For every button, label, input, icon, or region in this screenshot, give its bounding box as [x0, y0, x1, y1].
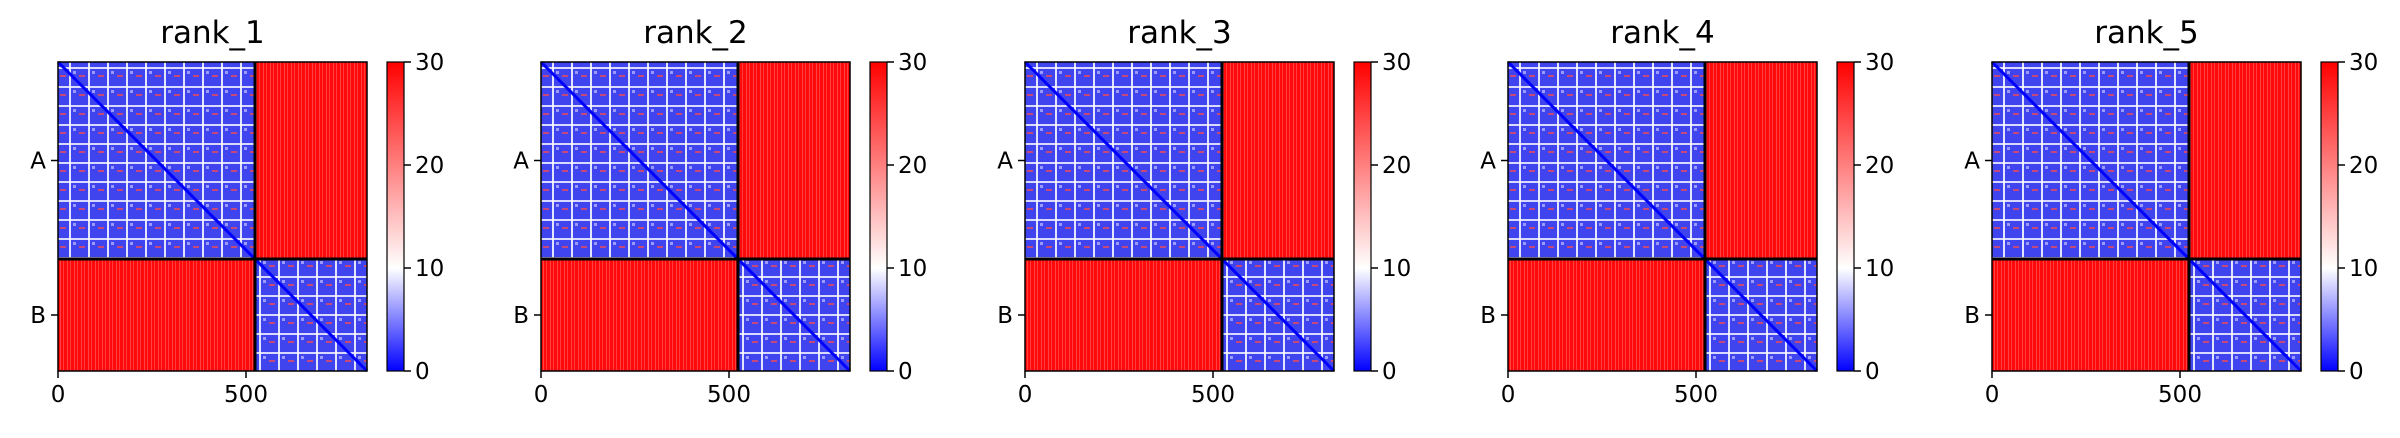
panel-4: rank_4 A B 0 500 0 10 20 — [1480, 15, 1894, 408]
heatmap-bl-block — [1508, 259, 1705, 371]
panel-title: rank_2 — [643, 15, 748, 51]
heatmap-bl-block — [58, 259, 255, 371]
colorbar-label-20: 20 — [1382, 153, 1411, 179]
heatmap-frame — [1991, 61, 2302, 372]
heatmap-bl-block — [541, 259, 738, 371]
y-tick-label-a: A — [513, 149, 529, 175]
heatmap-bl-block — [1025, 259, 1222, 371]
x-tick-label-0: 0 — [534, 382, 549, 408]
colorbar-label-0: 0 — [1865, 359, 1880, 385]
colorbar — [1353, 61, 1372, 372]
x-tick-label-500: 500 — [2158, 382, 2202, 408]
y-tick-label-a: A — [30, 149, 46, 175]
diagonal-line — [1506, 60, 1819, 373]
colorbar-label-30: 30 — [2349, 50, 2378, 76]
y-tick-label-b: B — [997, 303, 1013, 329]
colorbar-label-20: 20 — [2349, 153, 2378, 179]
y-tick-label-b: B — [30, 303, 46, 329]
panel-title: rank_5 — [2094, 15, 2199, 51]
colorbar-label-30: 30 — [1382, 50, 1411, 76]
heatmap-tr-block — [2189, 62, 2301, 259]
colorbar-label-0: 0 — [898, 359, 913, 385]
panel-3: rank_3 A B 0 500 0 10 20 — [997, 15, 1411, 408]
y-tick-label-b: B — [513, 303, 529, 329]
colorbar-label-30: 30 — [898, 50, 927, 76]
colorbar-label-20: 20 — [415, 153, 444, 179]
colorbar — [386, 61, 405, 372]
colorbar-label-10: 10 — [1382, 256, 1411, 282]
colorbar-label-10: 10 — [415, 256, 444, 282]
colorbar-label-10: 10 — [898, 256, 927, 282]
panel-5: rank_5 A B 0 500 0 10 20 — [1964, 15, 2378, 408]
y-tick-label-b: B — [1480, 303, 1496, 329]
colorbar-label-10: 10 — [2349, 256, 2378, 282]
x-tick-label-0: 0 — [51, 382, 66, 408]
diagonal-line — [1023, 60, 1336, 373]
diagonal-line — [1990, 60, 2303, 373]
panel-1: rank_1 A B 0 500 0 10 20 — [30, 15, 444, 408]
heatmap-frame — [540, 61, 851, 372]
diagonal-line — [56, 60, 369, 373]
x-tick-label-0: 0 — [1501, 382, 1516, 408]
x-tick-label-0: 0 — [1985, 382, 2000, 408]
heatmap-tr-block — [1222, 62, 1334, 259]
x-tick-label-500: 500 — [224, 382, 268, 408]
y-tick-label-a: A — [1480, 149, 1496, 175]
x-tick-label-500: 500 — [1674, 382, 1718, 408]
x-tick-label-500: 500 — [707, 382, 751, 408]
colorbar-label-20: 20 — [898, 153, 927, 179]
heatmap-bl-block — [1992, 259, 2189, 371]
colorbar-label-30: 30 — [1865, 50, 1894, 76]
heatmap-frame — [57, 61, 368, 372]
heatmap-tr-block — [738, 62, 850, 259]
colorbar — [2320, 61, 2339, 372]
colorbar — [1836, 61, 1855, 372]
panel-title: rank_4 — [1610, 15, 1715, 51]
y-tick-label-a: A — [1964, 149, 1980, 175]
y-tick-label-b: B — [1964, 303, 1980, 329]
diagonal-line — [539, 60, 852, 373]
x-tick-label-0: 0 — [1018, 382, 1033, 408]
colorbar-label-10: 10 — [1865, 256, 1894, 282]
heatmap-tr-block — [255, 62, 367, 259]
panel-2: rank_2 A B 0 500 0 10 20 — [513, 15, 927, 408]
colorbar-label-0: 0 — [415, 359, 430, 385]
colorbar — [869, 61, 888, 372]
colorbar-label-20: 20 — [1865, 153, 1894, 179]
y-tick-label-a: A — [997, 149, 1013, 175]
x-tick-label-500: 500 — [1191, 382, 1235, 408]
panel-title: rank_1 — [160, 15, 265, 51]
colorbar-label-0: 0 — [1382, 359, 1397, 385]
panel-title: rank_3 — [1127, 15, 1232, 51]
heatmap-frame — [1507, 61, 1818, 372]
heatmap-frame — [1024, 61, 1335, 372]
colorbar-label-30: 30 — [415, 50, 444, 76]
colorbar-label-0: 0 — [2349, 359, 2364, 385]
heatmap-tr-block — [1705, 62, 1817, 259]
